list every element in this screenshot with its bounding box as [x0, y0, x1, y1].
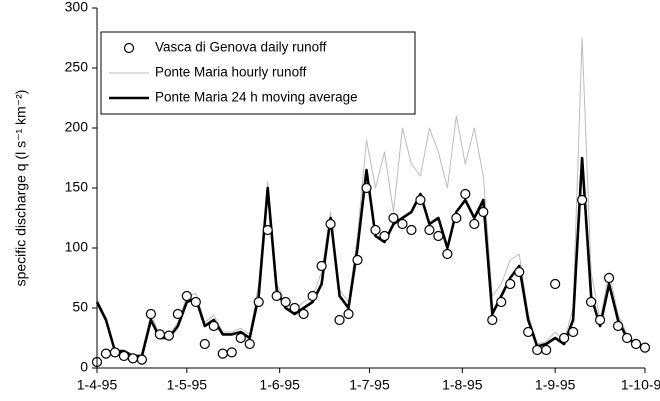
data-point	[406, 224, 417, 236]
legend-label: Ponte Maria 24 h moving average	[155, 90, 358, 105]
data-point	[559, 332, 570, 344]
legend-symbol	[123, 42, 135, 54]
data-point	[253, 296, 264, 308]
y-tick-label: 50	[72, 299, 88, 315]
data-point	[235, 332, 246, 344]
data-point	[280, 296, 291, 308]
data-point	[100, 348, 112, 359]
data-point	[298, 308, 309, 320]
data-point	[127, 353, 139, 364]
y-tick-label: 0	[80, 359, 88, 375]
data-point	[172, 308, 183, 320]
data-point	[271, 290, 282, 302]
data-point	[451, 212, 462, 224]
data-point	[424, 224, 435, 236]
data-point	[388, 212, 399, 224]
data-point	[334, 314, 345, 326]
legend-label: Vasca di Genova daily runoff	[155, 40, 327, 55]
y-tick-label: 100	[65, 239, 89, 255]
data-point	[289, 302, 300, 314]
x-tick-label: 1-9-95	[535, 377, 576, 393]
data-point	[109, 347, 121, 358]
data-point	[226, 347, 237, 358]
data-point	[487, 314, 498, 326]
data-point	[594, 314, 606, 326]
line-series	[95, 156, 646, 358]
x-tick-label: 1-6-95	[259, 377, 300, 393]
data-point	[532, 344, 543, 356]
x-tick-label: 1-4-95	[77, 377, 118, 393]
data-point	[612, 320, 624, 332]
legend-box	[100, 31, 416, 115]
data-point	[397, 218, 408, 230]
data-point	[550, 278, 561, 290]
data-point	[585, 296, 597, 308]
data-point	[603, 272, 615, 284]
data-point	[217, 348, 228, 359]
y-tick-label: 200	[65, 119, 89, 135]
data-point	[154, 329, 165, 340]
data-point	[478, 206, 489, 218]
data-point	[630, 338, 642, 350]
data-point	[190, 296, 201, 308]
data-point	[577, 194, 588, 206]
data-point	[136, 354, 148, 365]
data-point	[541, 344, 552, 356]
data-point	[505, 278, 516, 290]
data-point	[145, 308, 157, 320]
data-point	[469, 218, 480, 230]
data-point	[514, 266, 525, 278]
data-point	[307, 290, 318, 302]
data-point	[262, 224, 273, 236]
data-point	[244, 338, 255, 350]
data-point	[621, 332, 633, 344]
data-point	[208, 320, 219, 332]
data-point	[639, 342, 651, 353]
data-point	[568, 326, 579, 338]
data-point	[163, 330, 174, 341]
y-axis-label: specific discharge q (l s⁻¹ km⁻²)	[13, 90, 29, 287]
data-point	[118, 350, 130, 362]
data-point	[433, 230, 444, 242]
data-point	[370, 224, 381, 236]
data-point	[523, 326, 534, 338]
data-point	[181, 290, 192, 302]
data-point	[460, 188, 471, 200]
x-tick-label: 1-7-95	[349, 377, 390, 393]
data-point	[199, 338, 210, 350]
data-point	[361, 182, 372, 194]
data-point	[343, 308, 354, 320]
data-point	[496, 296, 507, 308]
x-tick-label: 1-10-95	[621, 377, 660, 393]
data-point	[379, 230, 390, 242]
y-tick-label: 150	[65, 179, 89, 195]
legend-label: Ponte Maria hourly runoff	[155, 65, 307, 80]
data-point	[352, 254, 363, 266]
x-tick-label: 1-8-95	[442, 377, 483, 393]
y-tick-label: 300	[65, 0, 89, 15]
data-point	[442, 248, 453, 260]
data-point	[415, 194, 426, 206]
data-point	[325, 218, 336, 230]
y-tick-label: 250	[65, 59, 89, 75]
data-point	[316, 260, 327, 272]
x-tick-label: 1-5-95	[167, 377, 208, 393]
